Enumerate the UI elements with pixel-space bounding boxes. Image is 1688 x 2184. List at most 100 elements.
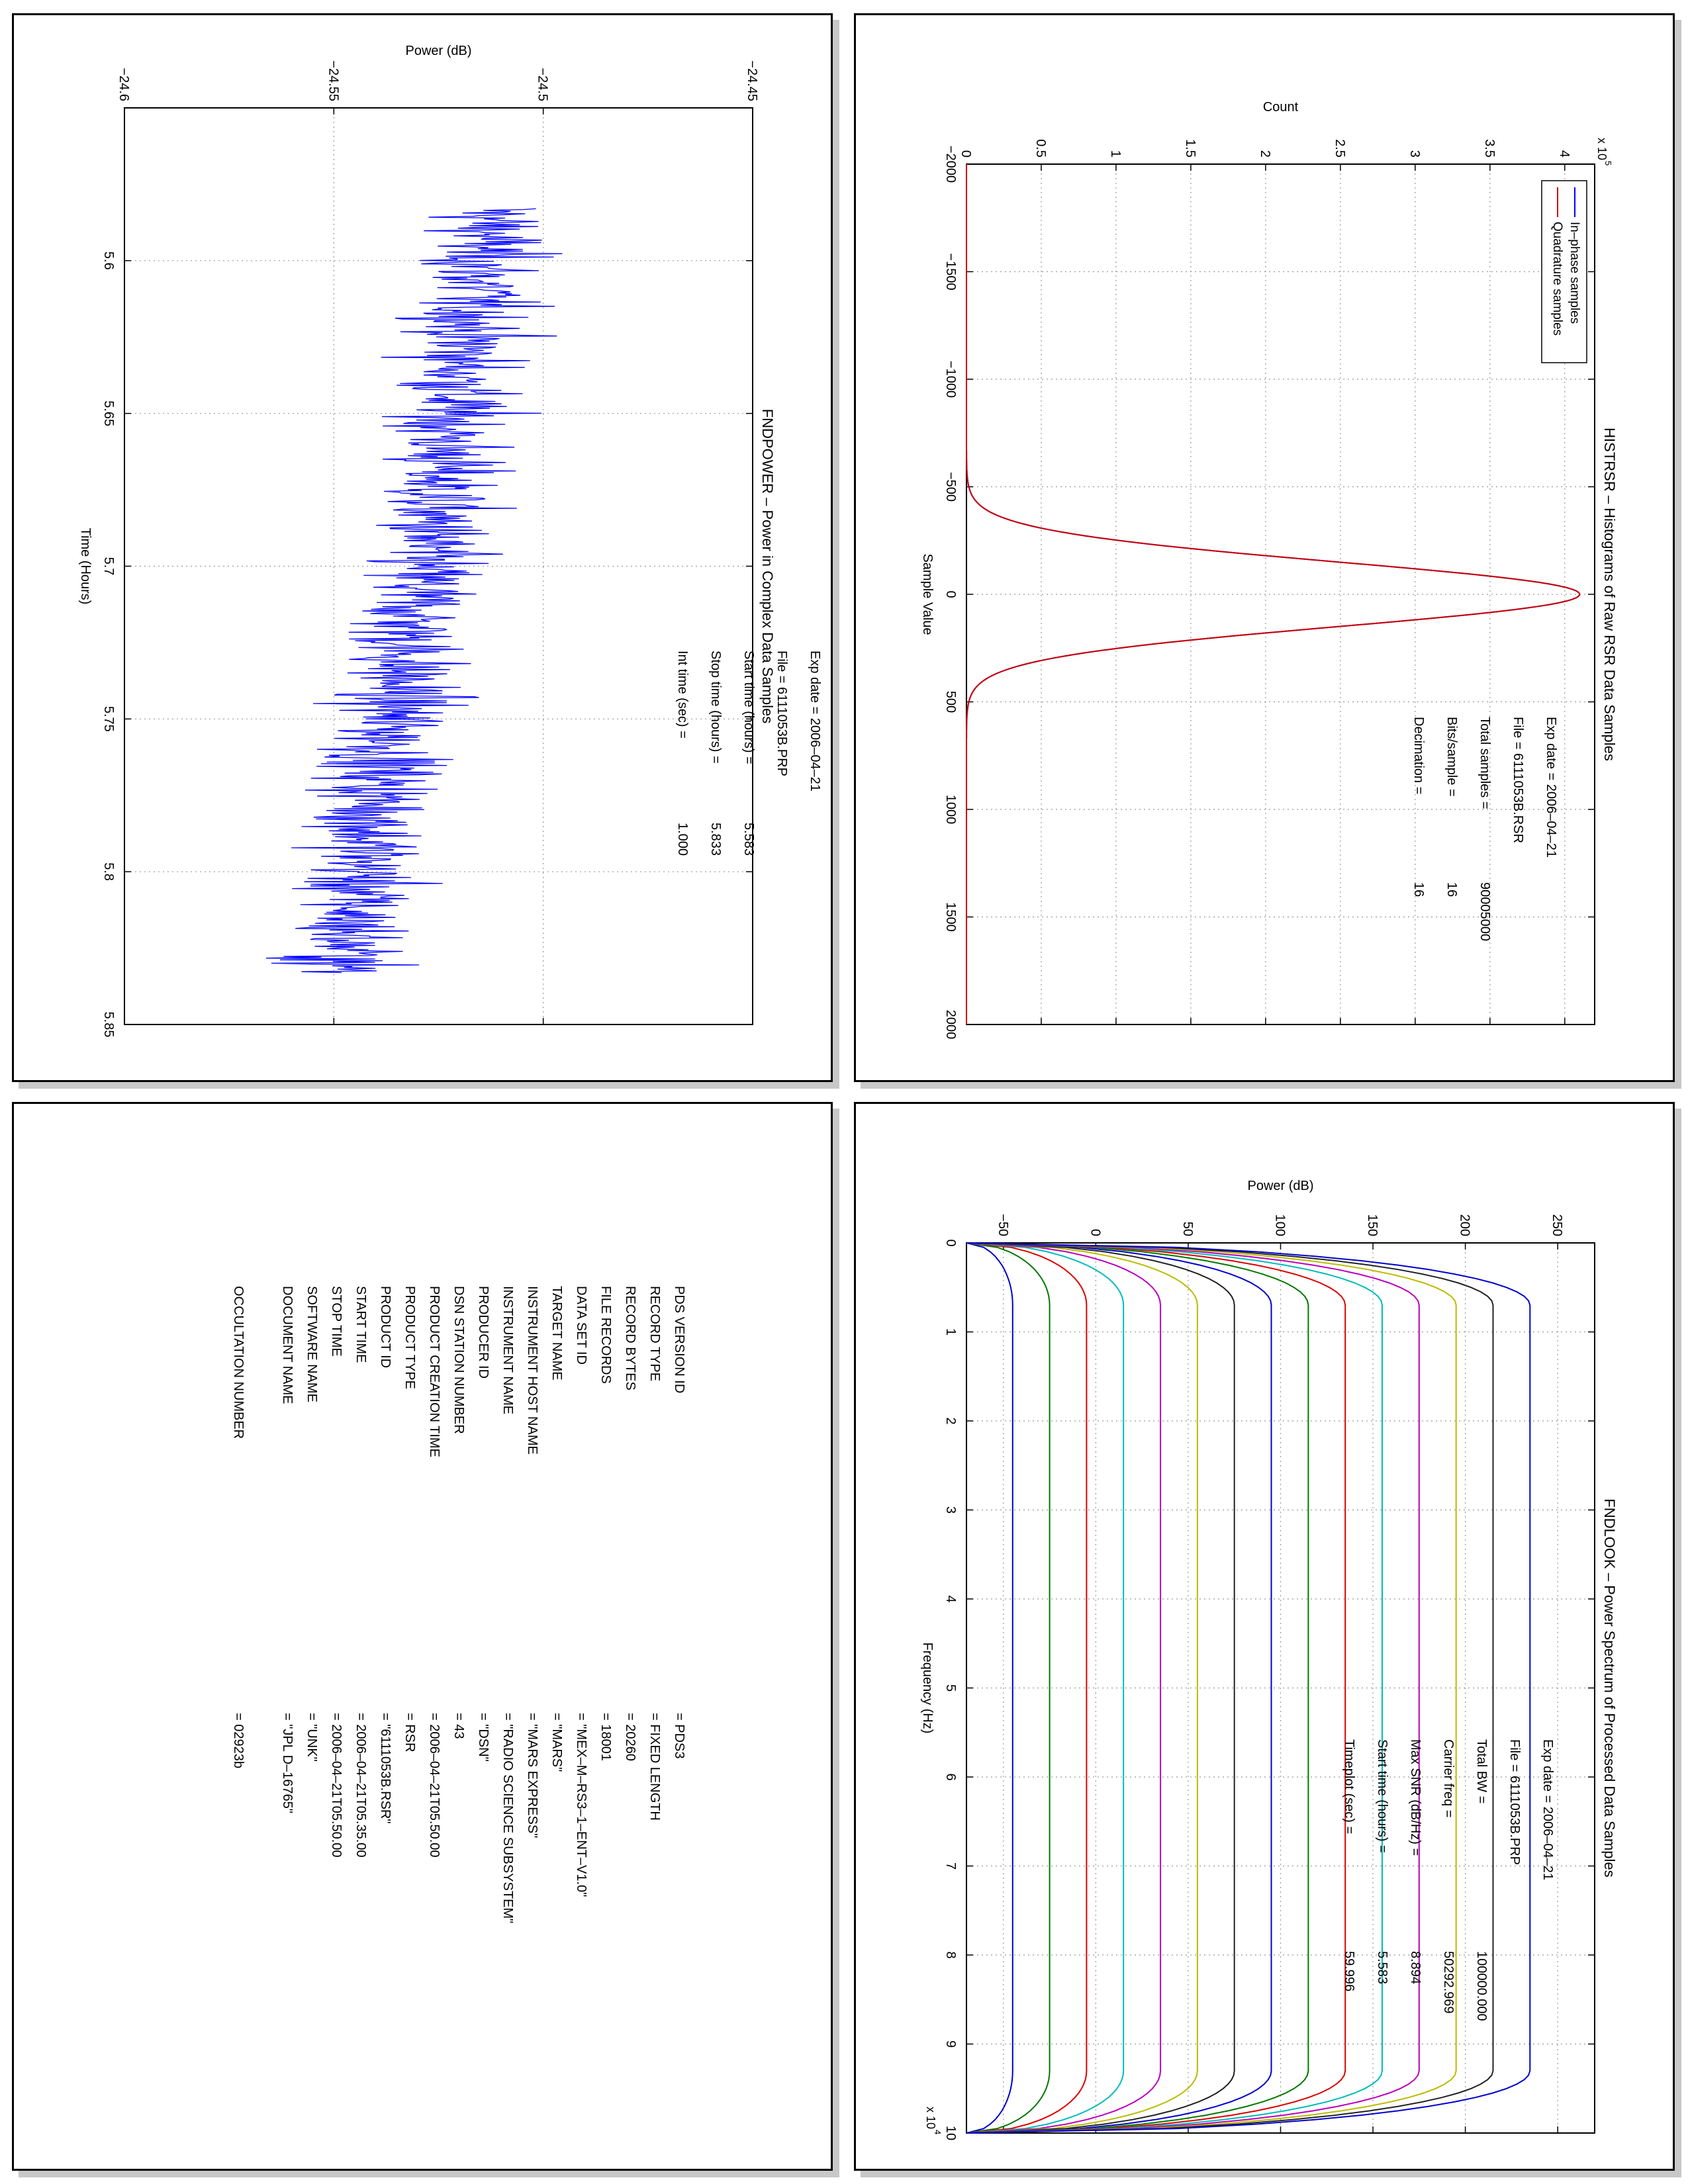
pds-field-label: RECORD TYPE [647, 1286, 662, 1381]
chart-title: FNDLOOK – Power Spectrum of Processed Da… [1601, 1498, 1618, 1877]
info-label: Total BW = [1474, 1739, 1489, 1803]
pds-field-label: PRODUCT TYPE [402, 1286, 417, 1389]
x-axis-label: Sample Value [920, 553, 935, 635]
x-tick-label: 2000 [943, 1010, 958, 1040]
info-label: File = 6111053B.PRP [774, 651, 789, 776]
info-label: Exp date = 2006–04–21 [1540, 1739, 1555, 1880]
x-exponent-label: x 10 [924, 2107, 937, 2129]
pds-field-label: FILE RECORDS [598, 1286, 613, 1384]
power-chart: 5.6 5.65 5.7 5.75 5.8 5.85 −24.6 −24.55 −24.5 −24… [78, 44, 822, 1038]
y-tick-label: 100 [1273, 1214, 1288, 1236]
spectrum-series-line [966, 1242, 1531, 2134]
pds-field-value: = "DSN" [476, 1713, 491, 1762]
y-tick-label: 0.5 [1033, 139, 1048, 158]
pds-field-label: STOP TIME [329, 1286, 344, 1357]
spectrum-series-line [966, 1242, 1457, 2134]
x-tick-label: 500 [943, 691, 958, 713]
pds-field-value: = 2006–04–21T05.35.00 [353, 1713, 368, 1858]
x-tick-label: 1000 [943, 795, 958, 825]
pds-field-label: PRODUCT CREATION TIME [427, 1286, 442, 1457]
spectrum-series-line [966, 1242, 1198, 2134]
spectrum-series-line [966, 1242, 1235, 2134]
y-tick-label: 50 [1180, 1222, 1195, 1236]
y-tick-label: 0 [959, 150, 973, 158]
info-value: 8.894 [1408, 1951, 1423, 1984]
y-tick-label: −24.5 [536, 68, 550, 101]
y-tick-label: −50 [996, 1214, 1010, 1236]
info-label: Carrier freq = [1441, 1739, 1456, 1817]
x-tick-label: −2000 [943, 146, 958, 183]
y-axis-label: Count [1263, 100, 1299, 114]
y-tick-label: 250 [1550, 1214, 1564, 1236]
spectrum-series-line [966, 1242, 1420, 2134]
x-tick-label: 5.85 [101, 1012, 116, 1038]
pds-field-value: = "MARS EXPRESS" [525, 1713, 539, 1838]
y-tick-label: −24.45 [745, 60, 759, 101]
plot-frame [124, 107, 753, 1025]
pds-field-label: START TIME [353, 1286, 368, 1363]
pds-field-value: = "JPL D–16765" [280, 1713, 295, 1813]
info-value: 5.583 [741, 823, 756, 856]
y-tick-label: 3 [1407, 150, 1422, 158]
pds-field-value: = PDS3 [672, 1713, 686, 1758]
x-tick-label: 5.75 [101, 706, 116, 732]
info-value: 5.833 [708, 823, 723, 856]
pds-field-value: = 2006–04–21T05.50.00 [329, 1713, 344, 1858]
pds-field-label: DATA SET ID [574, 1286, 588, 1365]
y-tick-label: 2.5 [1333, 139, 1347, 158]
pds-field-value: = FIXED LENGTH [647, 1713, 662, 1821]
info-label: Start time (hours) = [741, 651, 756, 764]
x-tick-label: 2 [943, 1417, 958, 1424]
spectrum-series-line [966, 1242, 1162, 2134]
x-axis-label: Time (Hours) [78, 528, 93, 605]
y-axis-label: Power (dB) [1247, 1179, 1313, 1193]
info-label: Int time (sec) = [675, 651, 690, 739]
histogram-series-line [966, 164, 1581, 1024]
histogram-chart: −2000 −1500 −1000 −500 0 500 1000 1500 2000 0 0.5 1… [920, 100, 1618, 1040]
y-tick-label: 150 [1365, 1214, 1380, 1236]
y-exponent-power: 5 [1603, 161, 1613, 165]
pds-field-value: = "6111053B.RSR" [378, 1713, 393, 1823]
info-label: Start time (hours) = [1375, 1739, 1389, 1853]
x-tick-label: 0 [943, 590, 958, 598]
power-panel: 5.6 5.65 5.7 5.75 5.8 5.85 −24.6 −24.55 −24.5 −24… [12, 13, 833, 1082]
x-tick-label: −1000 [943, 361, 958, 398]
y-tick-label: 1.5 [1183, 139, 1197, 158]
pds-field-value: = RSR [402, 1713, 417, 1752]
info-label: Total samples = [1477, 717, 1492, 809]
info-label: Max SNR (dB/Hz) = [1408, 1739, 1423, 1856]
pds-rotated: PDS VERSION ID = PDS3 RECORD TYPE = FIXED L… [14, 1104, 831, 2169]
info-value: 90005000 [1477, 882, 1492, 941]
info-value: 50292.969 [1441, 1951, 1456, 2014]
pds-field-label: PRODUCER ID [476, 1286, 491, 1379]
spectrum-chart: 0 1 2 3 4 5 6 7 8 9 10 −50 0 50 100 150 200 250 FNDLOOK – … [920, 1179, 1618, 2140]
x-tick-label: 0 [943, 1239, 958, 1246]
spectrum-series-line [966, 1242, 1125, 2134]
info-label: Stop time (hours) = [708, 651, 723, 764]
pds-field-label: PRODUCT ID [378, 1286, 393, 1368]
pds-field-value: = "RADIO SCIENCE SUBSYSTEM" [500, 1713, 515, 1923]
plot-frame [966, 163, 1595, 1025]
x-axis-label: Frequency (Hz) [920, 1643, 935, 1734]
pds-field-label: DSN STATION NUMBER [451, 1286, 466, 1434]
spectrum-series-line [966, 1242, 1051, 2134]
pds-field-value: = 02923b [231, 1713, 246, 1768]
y-tick-label: 1 [1108, 150, 1123, 158]
chart-title: FNDPOWER – Power in Complex Data Samples [759, 409, 776, 724]
pds-field-value: = 43 [451, 1713, 466, 1739]
y-tick-label: −24.6 [117, 68, 131, 101]
y-tick-label: 200 [1458, 1214, 1472, 1236]
spectrum-rotated: 0 1 2 3 4 5 6 7 8 9 10 −50 0 50 100 150 200 250 FNDLOOK – … [856, 1104, 1673, 2169]
spectrum-series-line [966, 1242, 1088, 2134]
pds-field-label: OCCULTATION NUMBER [231, 1286, 246, 1439]
spectrum-series-line [966, 1242, 1309, 2134]
plot-frame [966, 1242, 1595, 2134]
x-tick-label: 8 [943, 1951, 958, 1958]
y-axis-label: Power (dB) [405, 44, 471, 58]
spectrum-panel: 0 1 2 3 4 5 6 7 8 9 10 −50 0 50 100 150 200 250 FNDLOOK – … [854, 1102, 1675, 2171]
x-tick-label: 7 [943, 1862, 958, 1870]
info-label: File = 6111053B.PRP [1507, 1739, 1522, 1865]
spectrum-series-line [966, 1242, 1013, 2134]
y-tick-label: 4 [1557, 150, 1571, 158]
pds-field-value: = 2006–04–21T05.50.00 [427, 1713, 442, 1858]
